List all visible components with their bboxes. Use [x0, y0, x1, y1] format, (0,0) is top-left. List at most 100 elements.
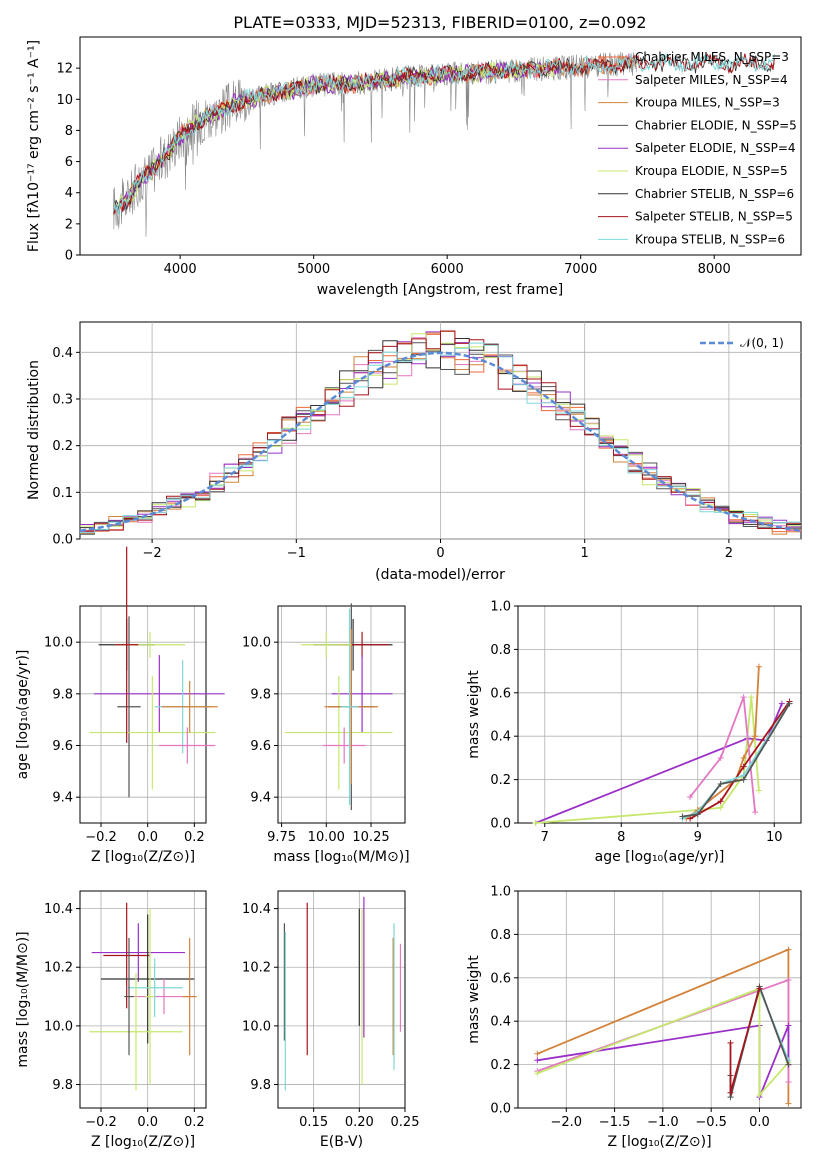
- y-axis-label: mass weight: [466, 670, 482, 759]
- y-tick-label: 9.4: [250, 791, 271, 806]
- spectrum-legend: Chabrier MILES, N_SSP=3 Salpeter MILES, N…: [598, 50, 797, 246]
- y-axis-label: mass [log₁₀(M/M⊙)]: [15, 931, 31, 1067]
- mass-weight-marker: [717, 754, 724, 761]
- x-tick-label: 9.75: [267, 830, 296, 845]
- x-axis-label: Z [log₁₀(Z/Z⊙)]: [91, 849, 195, 865]
- y-tick-label: 10.0: [242, 636, 271, 651]
- axes-frame: [517, 890, 802, 1109]
- y-tick-label: 0.4: [490, 1015, 511, 1030]
- observed-spectrum-line: [113, 51, 638, 237]
- spectrum-panel: PLATE=0333, MJD=52313, FIBERID=0100, z=0…: [26, 13, 802, 298]
- mass-weight-marker: [778, 700, 785, 707]
- residual-ticks: −2 −1 0 1 2 0.0 0.1 0.2 0.3 0.4: [52, 346, 733, 561]
- y-tick-label: 10.4: [242, 902, 271, 917]
- axes-frame: [79, 605, 207, 824]
- y-tick-label: 10.0: [44, 636, 73, 651]
- y-tick-label: 9.6: [52, 739, 73, 754]
- mass-vs-ebv-panel: 0.15 0.20 0.25 9.8 10.0 10.2 10.4 E(B-V): [242, 890, 420, 1150]
- x-tick-label: 0.20: [345, 1115, 374, 1130]
- y-tick-label: 8: [65, 124, 73, 139]
- spectrum-lines: [112, 51, 775, 237]
- x-axis-label: Z [log₁₀(Z/Z⊙)]: [91, 1134, 195, 1150]
- y-tick-label: 9.4: [52, 791, 73, 806]
- residual-histogram: [80, 342, 801, 534]
- mass-weight-marker: [785, 1078, 792, 1085]
- mass-vs-z-panel: −0.2 0.0 0.2 9.8 10.0 10.2 10.4 Z [log₁₀(Z/Z⊙)]…: [15, 890, 207, 1150]
- y-tick-label: 0.0: [490, 817, 511, 832]
- mass-weight-marker: [756, 985, 763, 992]
- x-tick-label: 10.00: [308, 830, 345, 845]
- y-tick-label: 10.2: [242, 961, 271, 976]
- y-tick-label: 2: [65, 217, 73, 232]
- mass-weight-marker: [740, 694, 747, 701]
- x-tick-label: 7: [541, 830, 549, 845]
- mass-weight-marker: [756, 1091, 763, 1098]
- legend-label: Salpeter ELODIE, N_SSP=4: [635, 141, 796, 155]
- x-axis-label: Z [log₁₀(Z/Z⊙)]: [607, 1134, 711, 1150]
- x-tick-label: 10: [766, 830, 783, 845]
- x-tick-label: 4000: [164, 262, 197, 277]
- age-vs-mass-panel: 9.75 10.00 10.25 9.4 9.6 9.8 10.0 mass [log₁₀(M…: [242, 603, 410, 865]
- spectrum-title: PLATE=0333, MJD=52313, FIBERID=0100, z=0…: [233, 13, 646, 32]
- y-tick-label: 0.4: [52, 346, 73, 361]
- y-tick-label: 10.4: [44, 902, 73, 917]
- x-tick-label: 0.0: [137, 1115, 158, 1130]
- legend-label: Salpeter MILES, N_SSP=4: [635, 73, 788, 87]
- y-tick-label: 10.0: [44, 1019, 73, 1034]
- y-tick-label: 12: [56, 62, 73, 77]
- y-tick-label: 0.8: [490, 643, 511, 658]
- x-tick-label: 2: [725, 546, 733, 561]
- y-axis-label: age [log₁₀(age/yr)]: [15, 650, 31, 780]
- spectrum-ylabel: Flux [fλ10⁻¹⁷ erg cm⁻² s⁻¹ A⁻¹]: [26, 40, 42, 252]
- mass-weight-marker: [534, 1050, 541, 1057]
- y-tick-label: 6: [65, 155, 73, 170]
- mass-weight-marker: [717, 804, 724, 811]
- x-tick-label: 0.2: [184, 1115, 205, 1130]
- mass-weight-marker: [755, 663, 762, 670]
- x-tick-label: −1: [287, 546, 306, 561]
- x-tick-label: 7000: [564, 262, 597, 277]
- x-tick-label: 1: [581, 546, 589, 561]
- massweight-vs-z-panel: −2.0 −1.5 −1.0 −0.5 0.0 0.0 0.2 0.4 0.6 0.8 1.0 Z […: [466, 885, 802, 1150]
- mass-weight-marker: [679, 813, 686, 820]
- model-spectrum-line: [113, 60, 561, 214]
- y-tick-label: 9.6: [250, 739, 271, 754]
- x-axis-label: mass [log₁₀(M/M⊙)]: [273, 849, 409, 865]
- y-tick-label: 0.1: [52, 486, 73, 501]
- y-tick-label: 1.0: [490, 600, 511, 615]
- mass-weight-marker: [785, 1022, 792, 1029]
- x-tick-label: 0.15: [299, 1115, 328, 1130]
- x-tick-label: 0.0: [137, 830, 158, 845]
- age-vs-z-panel: −0.2 0.0 0.2 9.4 9.6 9.8 10.0 Z [log₁₀(Z/Z⊙)] ag…: [15, 546, 225, 865]
- x-axis-label: E(B-V): [320, 1134, 363, 1150]
- mass-weight-line: [682, 703, 791, 818]
- x-tick-label: 0.25: [391, 1115, 420, 1130]
- y-tick-label: 0.3: [52, 393, 73, 408]
- x-tick-label: −0.5: [695, 1115, 727, 1130]
- mass-weight-marker: [534, 1070, 541, 1077]
- y-tick-label: 0.2: [52, 439, 73, 454]
- mass-weight-marker: [687, 815, 694, 822]
- axes-frame: [79, 890, 207, 1109]
- x-tick-label: 9: [694, 830, 702, 845]
- spectrum-frame: [79, 36, 802, 256]
- mass-weight-marker: [727, 1089, 734, 1096]
- residual-xlabel: (data-model)/error: [375, 567, 505, 583]
- x-tick-label: −2: [143, 546, 162, 561]
- mass-weight-marker: [752, 809, 759, 816]
- x-tick-label: 0.0: [749, 1115, 770, 1130]
- mass-weight-marker: [717, 780, 724, 787]
- mass-weight-line: [689, 696, 756, 813]
- x-tick-label: 8: [617, 830, 625, 845]
- y-tick-label: 1.0: [490, 885, 511, 900]
- x-tick-label: −0.2: [85, 1115, 117, 1130]
- y-tick-label: 0.6: [490, 971, 511, 986]
- y-tick-label: 10: [56, 93, 73, 108]
- x-tick-label: −1.0: [647, 1115, 679, 1130]
- mass-weight-marker: [532, 820, 539, 826]
- x-tick-label: 5000: [297, 262, 330, 277]
- mass-weight-line: [682, 703, 791, 820]
- mass-weight-marker: [785, 1061, 792, 1068]
- legend-label: Chabrier MILES, N_SSP=3: [635, 50, 789, 64]
- mass-weight-marker: [727, 1039, 734, 1046]
